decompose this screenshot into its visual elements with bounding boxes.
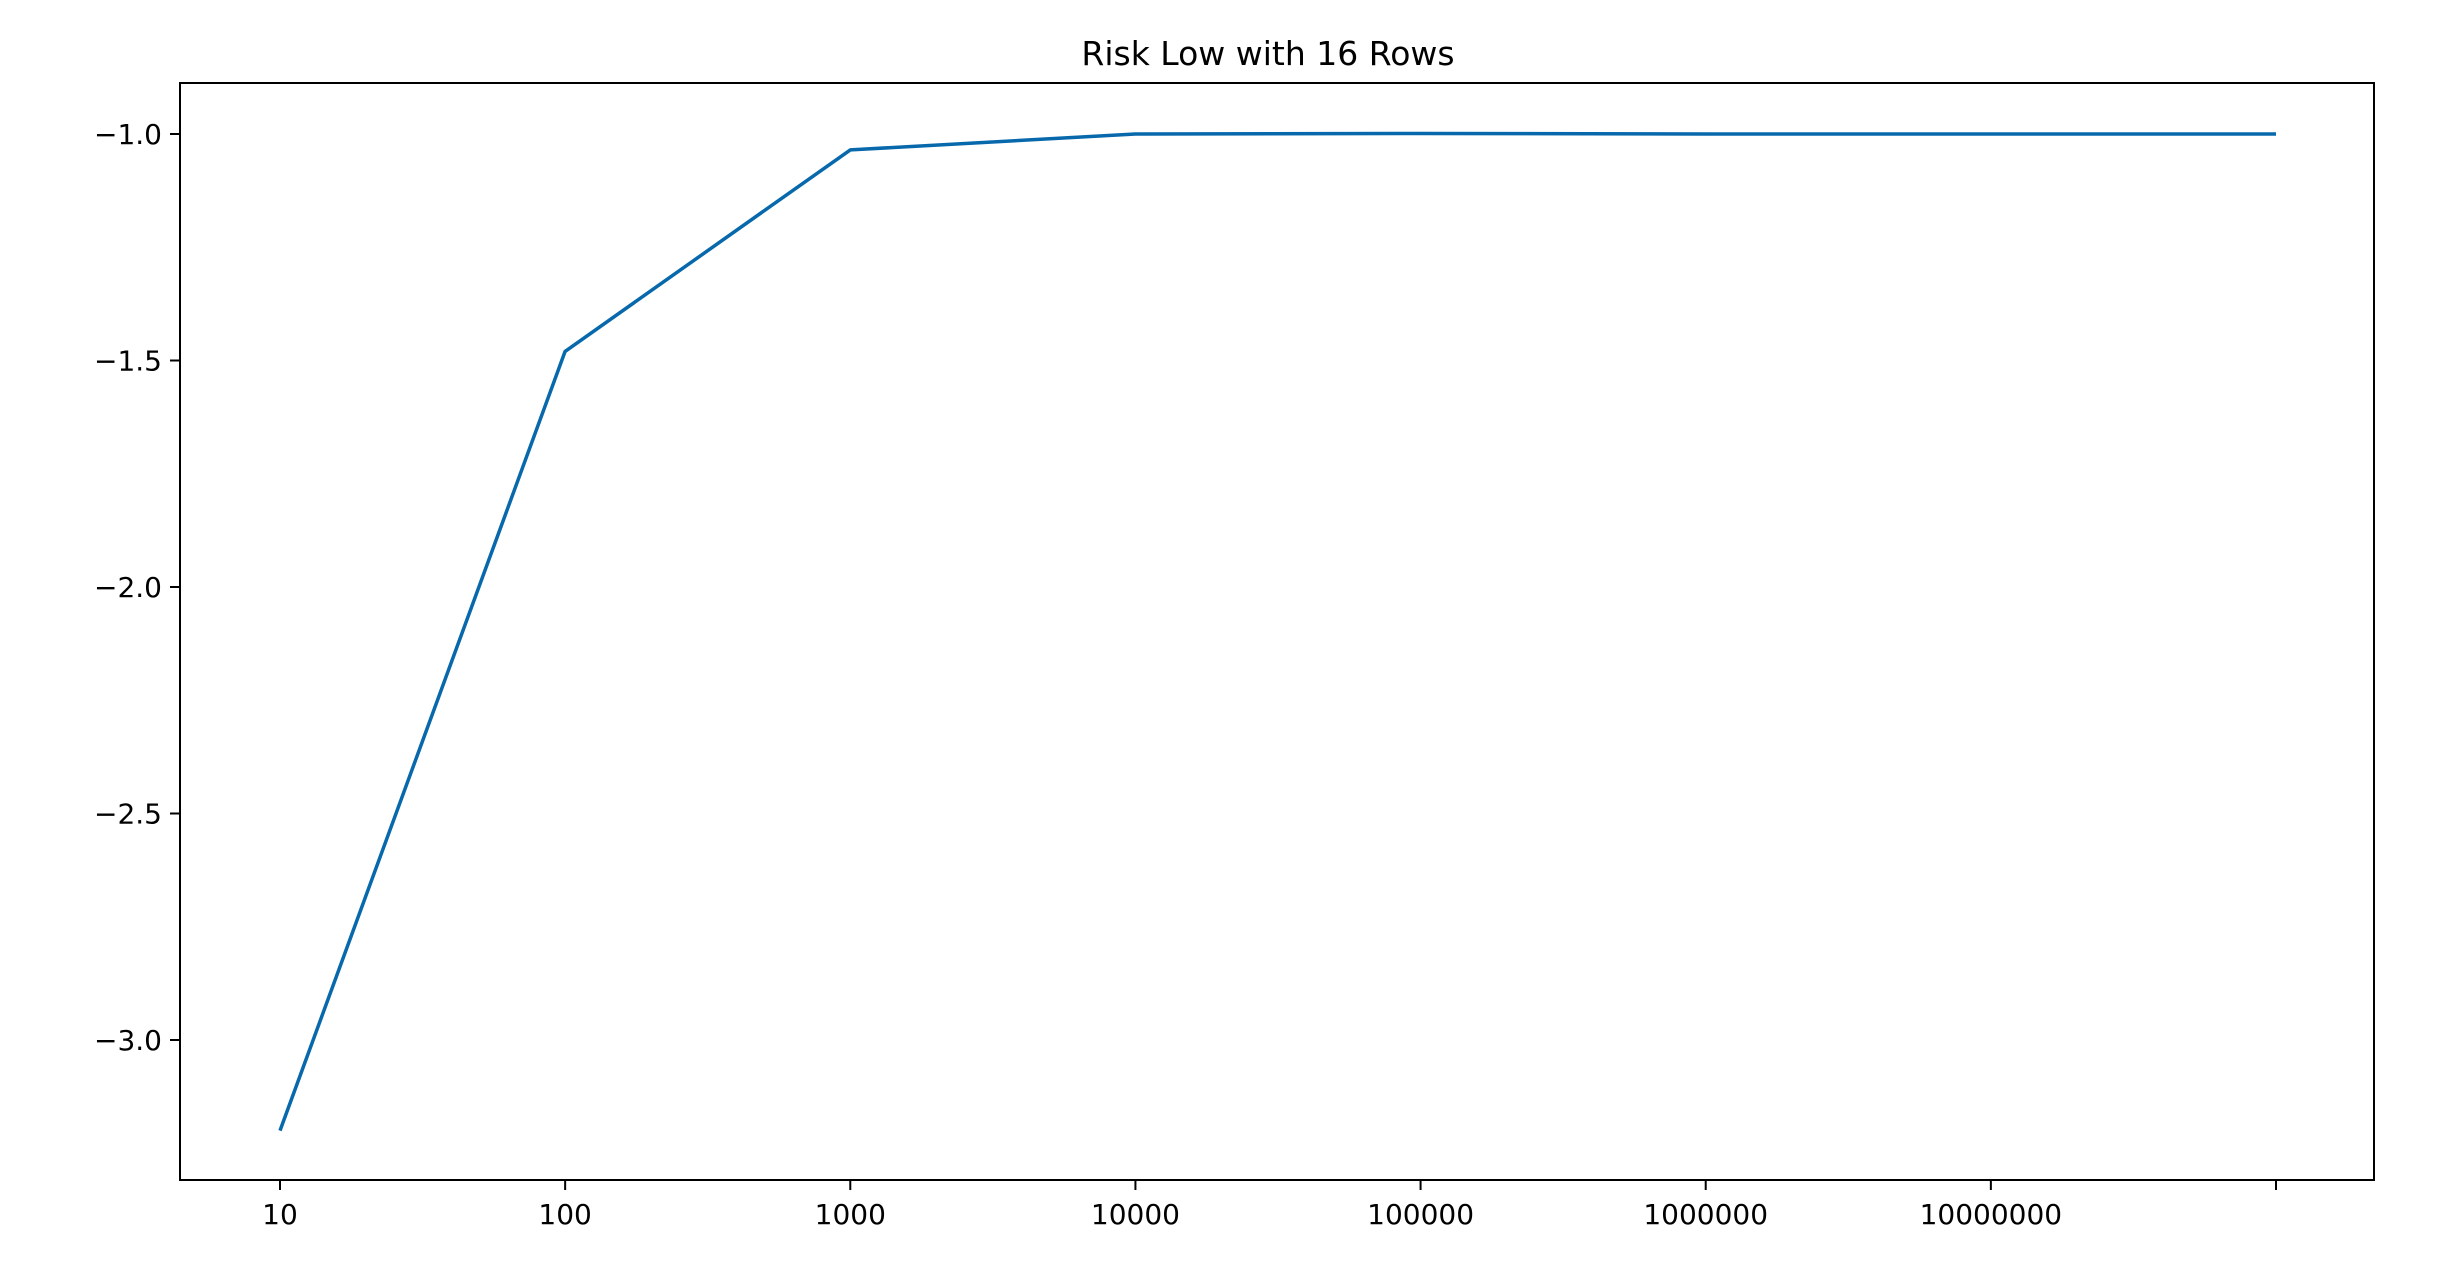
y-tick-label: −3.0	[94, 1024, 162, 1057]
series-layer	[278, 131, 2276, 1132]
series-line	[278, 131, 2276, 1132]
x-tick-label: 10000000	[1920, 1198, 2063, 1231]
y-tick-label: −1.5	[94, 345, 162, 378]
y-axis: −1.0 −1.5 −2.0 −2.5 −3.0	[94, 118, 180, 1057]
x-tick-label: 100	[538, 1198, 591, 1231]
x-tick-label: 10	[262, 1198, 298, 1231]
x-tick-label: 1000	[815, 1198, 886, 1231]
y-tick-label: −1.0	[94, 118, 162, 151]
y-tick-label: −2.5	[94, 798, 162, 831]
plot-frame	[179, 82, 2375, 1181]
x-tick-label: 100000	[1367, 1198, 1474, 1231]
x-axis: 10 100 1000 10000 100000 1000000 10000000	[262, 1180, 2277, 1231]
chart-title: Risk Low with 16 Rows	[1081, 34, 1454, 73]
x-tick-label: 1000000	[1643, 1198, 1768, 1231]
x-tick-label: 10000	[1091, 1198, 1180, 1231]
y-tick-label: −2.0	[94, 571, 162, 604]
